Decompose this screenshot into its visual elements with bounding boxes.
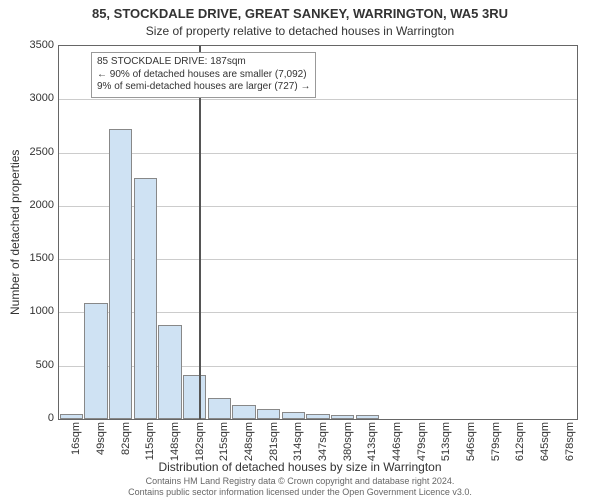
x-tick: 281sqm	[268, 422, 280, 461]
x-tick: 215sqm	[218, 422, 230, 461]
x-tick: 413sqm	[366, 422, 378, 461]
y-tick: 500	[14, 359, 54, 371]
x-tick: 82sqm	[120, 422, 132, 455]
bar	[232, 405, 255, 419]
x-tick: 678sqm	[564, 422, 576, 461]
bar	[208, 398, 231, 419]
chart-subtitle: Size of property relative to detached ho…	[0, 24, 600, 38]
x-tick: 645sqm	[539, 422, 551, 461]
y-tick: 3000	[14, 92, 54, 104]
x-tick: 347sqm	[317, 422, 329, 461]
bar	[84, 303, 107, 419]
gridline	[59, 153, 577, 154]
annotation-line: 9% of semi-detached houses are larger (7…	[97, 81, 310, 94]
x-tick: 446sqm	[391, 422, 403, 461]
x-tick: 479sqm	[416, 422, 428, 461]
bar	[109, 129, 132, 419]
x-tick: 380sqm	[342, 422, 354, 461]
x-tick: 182sqm	[194, 422, 206, 461]
x-tick: 579sqm	[490, 422, 502, 461]
bar	[134, 178, 157, 419]
annotation-line: ← 90% of detached houses are smaller (7,…	[97, 69, 310, 82]
y-tick: 3500	[14, 39, 54, 51]
x-tick: 148sqm	[169, 422, 181, 461]
marker-line	[199, 46, 201, 419]
bar	[356, 415, 379, 419]
x-tick-labels: 16sqm 49sqm 82sqm 115sqm 148sqm 182sqm 215sqm 2…	[58, 420, 578, 460]
chart-container: 85, STOCKDALE DRIVE, GREAT SANKEY, WARRI…	[0, 0, 600, 500]
footer-text: Contains HM Land Registry data © Crown c…	[0, 476, 600, 498]
annotation-line: 85 STOCKDALE DRIVE: 187sqm	[97, 56, 310, 69]
bar	[306, 414, 329, 419]
gridline	[59, 99, 577, 100]
bar	[60, 414, 83, 419]
chart-title: 85, STOCKDALE DRIVE, GREAT SANKEY, WARRI…	[0, 6, 600, 21]
x-tick: 115sqm	[144, 422, 156, 460]
x-tick: 546sqm	[465, 422, 477, 461]
y-axis-label: Number of detached properties	[8, 150, 22, 315]
footer-line-1: Contains HM Land Registry data © Crown c…	[0, 476, 600, 487]
x-tick: 248sqm	[243, 422, 255, 461]
x-tick: 513sqm	[440, 422, 452, 461]
footer-line-2: Contains public sector information licen…	[0, 487, 600, 498]
annotation-box: 85 STOCKDALE DRIVE: 187sqm← 90% of detac…	[91, 52, 316, 98]
bar	[257, 409, 280, 419]
y-tick: 0	[14, 412, 54, 424]
x-axis-label: Distribution of detached houses by size …	[0, 460, 600, 474]
x-tick: 16sqm	[70, 422, 82, 455]
x-tick: 314sqm	[292, 422, 304, 461]
x-tick: 612sqm	[514, 422, 526, 461]
bar	[158, 325, 181, 419]
x-tick: 49sqm	[95, 422, 107, 455]
bar	[183, 375, 206, 419]
plot-area: 85 STOCKDALE DRIVE: 187sqm← 90% of detac…	[58, 45, 578, 420]
bar	[331, 415, 354, 419]
bar	[282, 412, 305, 419]
